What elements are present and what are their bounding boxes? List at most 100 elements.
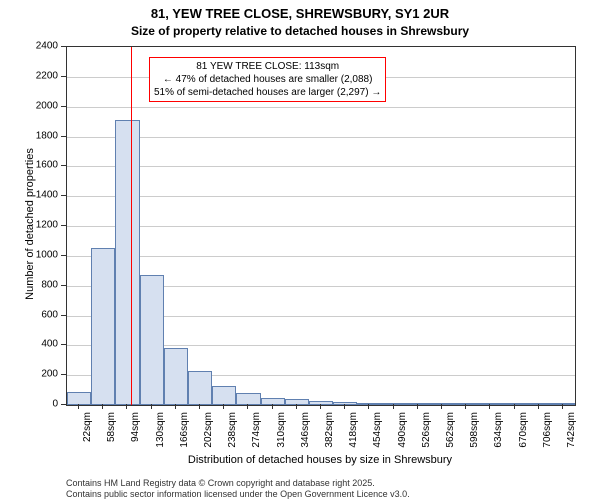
bar (333, 402, 357, 405)
y-tick (61, 344, 66, 345)
bar (236, 393, 260, 405)
bar (261, 398, 285, 405)
x-tick-label: 670sqm (518, 412, 529, 460)
bar (115, 120, 139, 405)
y-tick-label: 800 (26, 279, 58, 290)
bar (67, 392, 91, 405)
y-tick-label: 1000 (26, 249, 58, 260)
x-tick-label: 634sqm (493, 412, 504, 460)
chart-container: 81, YEW TREE CLOSE, SHREWSBURY, SY1 2UR … (0, 0, 600, 500)
x-tick (296, 404, 297, 409)
x-tick (223, 404, 224, 409)
x-tick (151, 404, 152, 409)
gridline (67, 226, 575, 227)
bar (212, 386, 236, 405)
x-tick (562, 404, 563, 409)
bar (140, 275, 164, 405)
x-tick-label: 706sqm (542, 412, 553, 460)
gridline (67, 107, 575, 108)
x-tick (441, 404, 442, 409)
y-tick (61, 315, 66, 316)
x-tick (320, 404, 321, 409)
bar (430, 403, 454, 405)
x-tick (465, 404, 466, 409)
y-tick (61, 404, 66, 405)
x-tick-label: 598sqm (469, 412, 480, 460)
x-tick-label: 130sqm (155, 412, 166, 460)
y-tick (61, 255, 66, 256)
annotation-box: 81 YEW TREE CLOSE: 113sqm← 47% of detach… (149, 57, 386, 102)
chart-title: 81, YEW TREE CLOSE, SHREWSBURY, SY1 2UR (0, 6, 600, 22)
bar (406, 403, 430, 405)
x-tick (102, 404, 103, 409)
x-tick-label: 346sqm (300, 412, 311, 460)
y-tick-label: 1600 (26, 160, 58, 171)
y-tick-label: 0 (26, 399, 58, 410)
bar (551, 403, 575, 405)
gridline (67, 137, 575, 138)
x-tick-label: 418sqm (348, 412, 359, 460)
x-tick-label: 166sqm (179, 412, 190, 460)
y-tick-label: 2400 (26, 41, 58, 52)
x-tick-label: 238sqm (227, 412, 238, 460)
y-tick-label: 1400 (26, 190, 58, 201)
y-tick-label: 2000 (26, 100, 58, 111)
x-tick-label: 274sqm (251, 412, 262, 460)
y-tick-label: 400 (26, 339, 58, 350)
x-tick (368, 404, 369, 409)
y-tick-label: 200 (26, 369, 58, 380)
footer-line1: Contains HM Land Registry data © Crown c… (66, 478, 410, 489)
x-tick (489, 404, 490, 409)
y-tick (61, 136, 66, 137)
annotation-line: ← 47% of detached houses are smaller (2,… (154, 73, 381, 86)
annotation-line: 81 YEW TREE CLOSE: 113sqm (154, 60, 381, 73)
plot-area: 81 YEW TREE CLOSE: 113sqm← 47% of detach… (66, 46, 576, 406)
x-tick-label: 382sqm (324, 412, 335, 460)
bar (381, 403, 405, 405)
x-tick-label: 526sqm (421, 412, 432, 460)
x-tick-label: 562sqm (445, 412, 456, 460)
bar (164, 348, 188, 405)
x-tick (78, 404, 79, 409)
y-tick (61, 165, 66, 166)
bar (527, 403, 551, 405)
x-tick-label: 58sqm (106, 412, 117, 460)
y-tick (61, 285, 66, 286)
bar (454, 403, 478, 405)
y-tick (61, 225, 66, 226)
x-tick-label: 490sqm (397, 412, 408, 460)
marker-line (131, 47, 132, 405)
annotation-line: 51% of semi-detached houses are larger (… (154, 86, 381, 99)
x-tick (199, 404, 200, 409)
x-tick (247, 404, 248, 409)
x-tick (272, 404, 273, 409)
footer: Contains HM Land Registry data © Crown c… (66, 478, 410, 500)
y-tick-label: 1800 (26, 130, 58, 141)
chart-subtitle: Size of property relative to detached ho… (0, 24, 600, 38)
x-tick (175, 404, 176, 409)
y-tick (61, 106, 66, 107)
bar (502, 403, 526, 405)
x-tick-label: 742sqm (566, 412, 577, 460)
y-tick-label: 1200 (26, 220, 58, 231)
y-tick (61, 374, 66, 375)
bar (285, 399, 309, 405)
y-tick-label: 600 (26, 309, 58, 320)
x-tick (344, 404, 345, 409)
footer-line2: Contains public sector information licen… (66, 489, 410, 500)
bar (91, 248, 115, 405)
bar (357, 403, 381, 405)
bar (188, 371, 212, 405)
y-tick-label: 2200 (26, 70, 58, 81)
bar (478, 403, 502, 405)
gridline (67, 196, 575, 197)
x-tick (417, 404, 418, 409)
x-tick (514, 404, 515, 409)
x-tick-label: 310sqm (276, 412, 287, 460)
x-tick-label: 94sqm (130, 412, 141, 460)
x-tick (126, 404, 127, 409)
x-tick (538, 404, 539, 409)
y-tick (61, 76, 66, 77)
gridline (67, 256, 575, 257)
x-tick-label: 22sqm (82, 412, 93, 460)
